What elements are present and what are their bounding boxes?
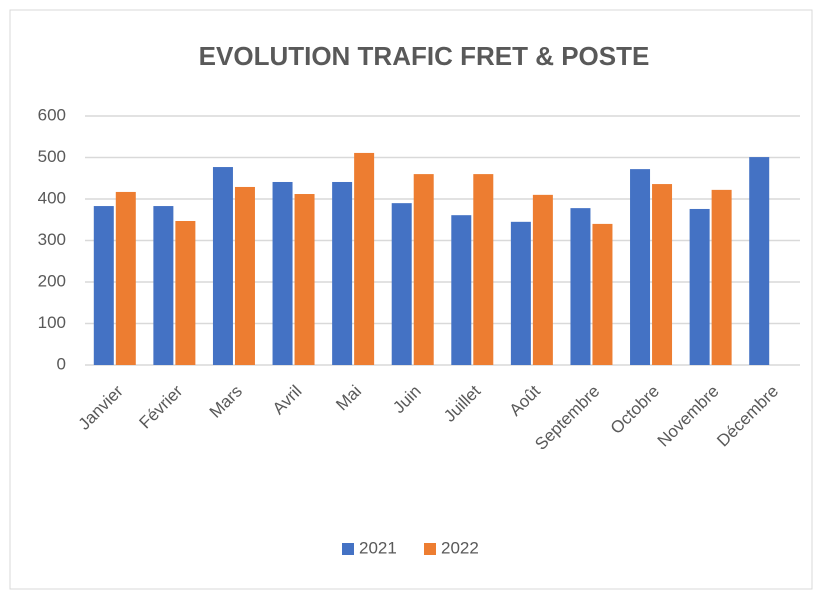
bar: [413, 174, 434, 365]
y-tick-label: 200: [38, 271, 66, 290]
legend-swatch: [424, 543, 436, 555]
bar: [652, 184, 673, 365]
y-tick-label: 400: [38, 188, 66, 207]
bar: [689, 208, 710, 365]
bar: [510, 221, 531, 365]
y-tick-label: 500: [38, 147, 66, 166]
bar: [93, 206, 114, 365]
bar: [354, 152, 375, 365]
bar: [570, 208, 591, 365]
bar: [153, 206, 174, 365]
bar: [451, 215, 472, 365]
y-tick-label: 0: [57, 354, 66, 373]
bar: [234, 186, 255, 365]
bar: [532, 194, 553, 365]
bar: [212, 167, 233, 365]
bar: [332, 181, 353, 365]
bar: [592, 223, 613, 365]
bar: [272, 181, 293, 365]
bar: [294, 194, 315, 365]
legend-swatch: [342, 543, 354, 555]
bar: [175, 220, 196, 365]
y-tick-label: 100: [38, 313, 66, 332]
bar: [711, 189, 732, 365]
bar: [473, 174, 494, 365]
bar: [630, 169, 651, 365]
y-tick-label: 600: [38, 105, 66, 124]
legend-label: 2021: [359, 538, 397, 557]
chart-title: EVOLUTION TRAFIC FRET & POSTE: [199, 41, 650, 71]
legend-label: 2022: [441, 538, 479, 557]
bar: [749, 157, 770, 365]
bar: [115, 191, 136, 365]
y-tick-label: 300: [38, 230, 66, 249]
bar: [391, 203, 412, 365]
